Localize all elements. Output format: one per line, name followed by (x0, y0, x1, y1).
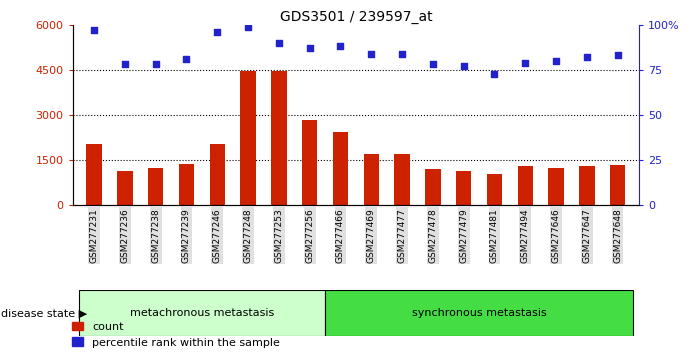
Bar (271, 70, 287, 205)
Point (88, 27, 100, 33)
Bar (240, 72, 256, 205)
Bar (333, 132, 348, 205)
Point (181, 56, 192, 62)
Point (335, 44, 346, 49)
Text: metachronous metastasis: metachronous metastasis (130, 308, 274, 318)
Point (397, 51, 408, 57)
Point (520, 60, 531, 65)
Legend: count, percentile rank within the sample: count, percentile rank within the sample (68, 317, 285, 352)
Point (458, 63, 469, 69)
Bar (518, 166, 533, 205)
Bar (179, 164, 194, 205)
Point (304, 45, 315, 51)
Bar (610, 165, 625, 205)
Point (581, 55, 592, 60)
Point (150, 62, 161, 67)
Bar (363, 154, 379, 205)
Bar (395, 154, 410, 205)
Point (612, 53, 623, 58)
Point (551, 58, 562, 64)
FancyBboxPatch shape (325, 290, 633, 336)
Point (366, 51, 377, 57)
Point (489, 71, 500, 76)
Bar (456, 171, 471, 205)
Bar (302, 120, 317, 205)
FancyBboxPatch shape (79, 290, 325, 336)
Bar (549, 168, 564, 205)
Title: GDS3501 / 239597_at: GDS3501 / 239597_at (280, 10, 432, 24)
Point (427, 62, 438, 67)
Text: disease state ▶: disease state ▶ (1, 308, 88, 318)
Bar (86, 144, 102, 205)
Bar (425, 169, 441, 205)
Bar (486, 174, 502, 205)
Bar (148, 168, 163, 205)
Point (120, 62, 131, 67)
Point (211, 29, 223, 35)
Bar (579, 166, 594, 205)
Point (243, 24, 254, 29)
Bar (117, 171, 133, 205)
Text: synchronous metastasis: synchronous metastasis (412, 308, 547, 318)
Bar (209, 144, 225, 205)
Point (274, 40, 285, 46)
